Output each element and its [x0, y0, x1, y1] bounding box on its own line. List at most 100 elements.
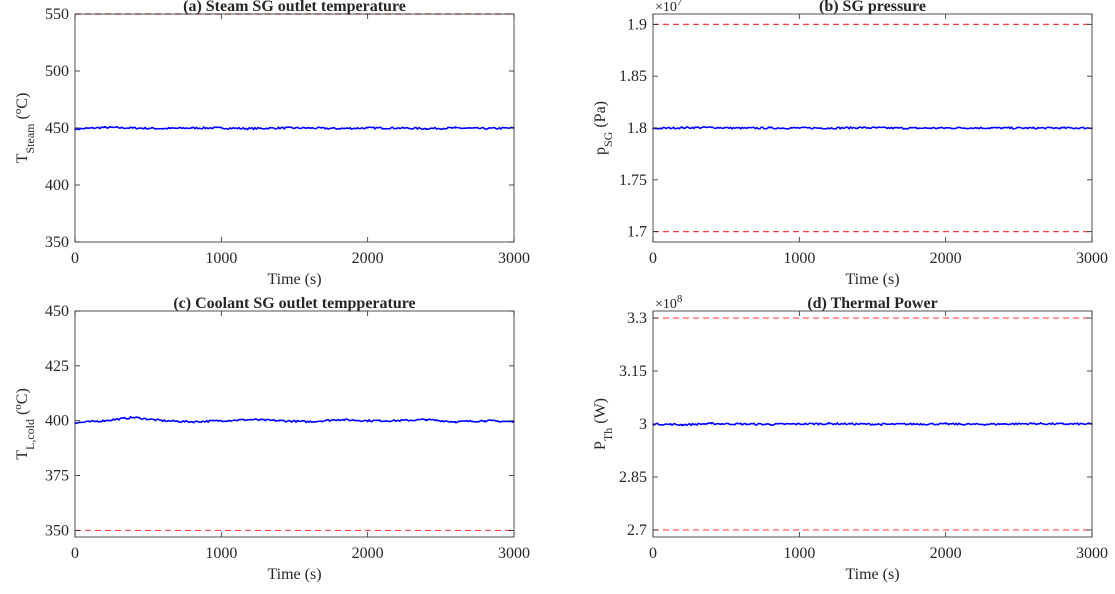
- data-point: [681, 423, 684, 426]
- y-tick-label: 550: [45, 6, 69, 23]
- x-tick-label: 0: [71, 250, 79, 267]
- data-point: [337, 418, 340, 421]
- data-point: [308, 421, 310, 423]
- y-tick-label: 425: [45, 358, 69, 375]
- series-line: [74, 415, 515, 425]
- x-axis-label: Time (s): [267, 566, 321, 583]
- data-point: [483, 419, 486, 422]
- data-point: [249, 418, 252, 421]
- data-point: [915, 127, 918, 130]
- axes-box: [74, 310, 515, 538]
- chart-panel-3: 0 1000 2000 3000 2.7 2.85 3 3.15 3.3 (d) Thermal …: [592, 293, 1108, 583]
- x-axis-label: Time (s): [845, 271, 899, 288]
- chart-title: (d) Thermal Power: [807, 295, 937, 312]
- series-line: [652, 421, 1093, 427]
- data-point: [915, 423, 918, 425]
- data-point: [132, 127, 135, 129]
- data-point: [1032, 127, 1035, 129]
- y-tick-label: 3.3: [627, 310, 647, 327]
- data-point: [220, 419, 223, 422]
- series-line: [74, 125, 515, 131]
- y-tick-label: 2.85: [619, 469, 647, 486]
- data-point: [425, 418, 428, 421]
- data-point: [944, 423, 947, 425]
- data-point: [769, 127, 771, 129]
- data-point: [1003, 423, 1005, 425]
- data-point: [103, 126, 106, 129]
- data-point: [162, 127, 164, 130]
- x-axis-label: Time (s): [845, 566, 899, 583]
- data-point: [886, 127, 888, 129]
- data-point: [798, 423, 801, 425]
- y-tick-label: 375: [45, 468, 69, 485]
- x-axis-label: Time (s): [267, 271, 321, 288]
- data-point: [944, 127, 947, 129]
- y-tick-label: 500: [45, 63, 69, 80]
- axis-multiplier: ×107: [655, 0, 683, 15]
- data-point: [162, 419, 164, 422]
- data-point: [710, 126, 713, 129]
- x-tick-label: 3000: [498, 545, 530, 562]
- x-tick-label: 3000: [1076, 250, 1108, 267]
- y-axis-label: pSG (Pa): [592, 101, 615, 155]
- data-point: [191, 421, 193, 423]
- data-point: [366, 419, 369, 422]
- y-tick-label: 3.15: [619, 363, 647, 380]
- data-point: [740, 423, 742, 425]
- data-point: [974, 127, 976, 129]
- chart-panel-1: 0 1000 2000 3000 1.7 1.75 1.8 1.85 1.9 (b) SG pre…: [592, 0, 1108, 288]
- y-tick-label: 400: [45, 413, 69, 430]
- x-tick-label: 1000: [205, 250, 237, 267]
- data-point: [103, 419, 106, 422]
- data-point: [1061, 423, 1064, 425]
- chart-title: (a) Steam SG outlet temperature: [183, 0, 406, 15]
- data-point: [483, 127, 486, 130]
- y-tick-label: 400: [45, 177, 69, 194]
- axis-multiplier: ×108: [655, 293, 683, 312]
- y-tick-label: 350: [45, 522, 69, 539]
- data-point: [886, 423, 888, 426]
- data-point: [740, 127, 742, 130]
- data-point: [425, 127, 428, 130]
- chart-title: (c) Coolant SG outlet tempperature: [173, 295, 415, 312]
- x-tick-label: 1000: [783, 545, 815, 562]
- y-tick-label: 350: [45, 234, 69, 251]
- data-point: [1061, 127, 1064, 129]
- data-point: [454, 421, 457, 423]
- data-point: [308, 127, 310, 129]
- y-tick-label: 2.7: [627, 522, 647, 539]
- data-point: [1003, 127, 1005, 129]
- x-tick-label: 2000: [352, 545, 384, 562]
- data-point: [1032, 422, 1035, 425]
- series-line: [652, 125, 1093, 131]
- x-tick-label: 2000: [930, 250, 962, 267]
- data-point: [974, 423, 976, 426]
- x-tick-label: 2000: [352, 250, 384, 267]
- y-tick-label: 1.75: [619, 172, 647, 189]
- data-point: [454, 127, 457, 129]
- data-point: [857, 126, 859, 129]
- data-point: [279, 419, 281, 422]
- x-tick-label: 3000: [1076, 545, 1108, 562]
- data-point: [279, 127, 281, 129]
- data-point: [827, 422, 830, 425]
- y-tick-label: 450: [45, 120, 69, 137]
- y-tick-label: 3: [639, 416, 647, 433]
- chart-title: (b) SG pressure: [819, 0, 926, 15]
- data-point: [396, 127, 398, 129]
- x-tick-label: 1000: [783, 250, 815, 267]
- y-tick-label: 1.85: [619, 68, 647, 85]
- data-point: [132, 416, 135, 419]
- data-point: [827, 127, 830, 129]
- y-tick-label: 1.9: [627, 16, 647, 33]
- chart-panel-0: 0 1000 2000 3000 350 400 450 500 550 (a) Steam SG…: [12, 0, 530, 288]
- data-point: [769, 423, 771, 426]
- y-tick-label: 1.8: [627, 120, 647, 137]
- x-tick-label: 0: [649, 545, 657, 562]
- data-point: [710, 422, 713, 425]
- data-point: [798, 127, 801, 129]
- x-tick-label: 3000: [498, 250, 530, 267]
- y-axis-label: TSteam (oC): [12, 93, 37, 164]
- data-point: [857, 423, 859, 425]
